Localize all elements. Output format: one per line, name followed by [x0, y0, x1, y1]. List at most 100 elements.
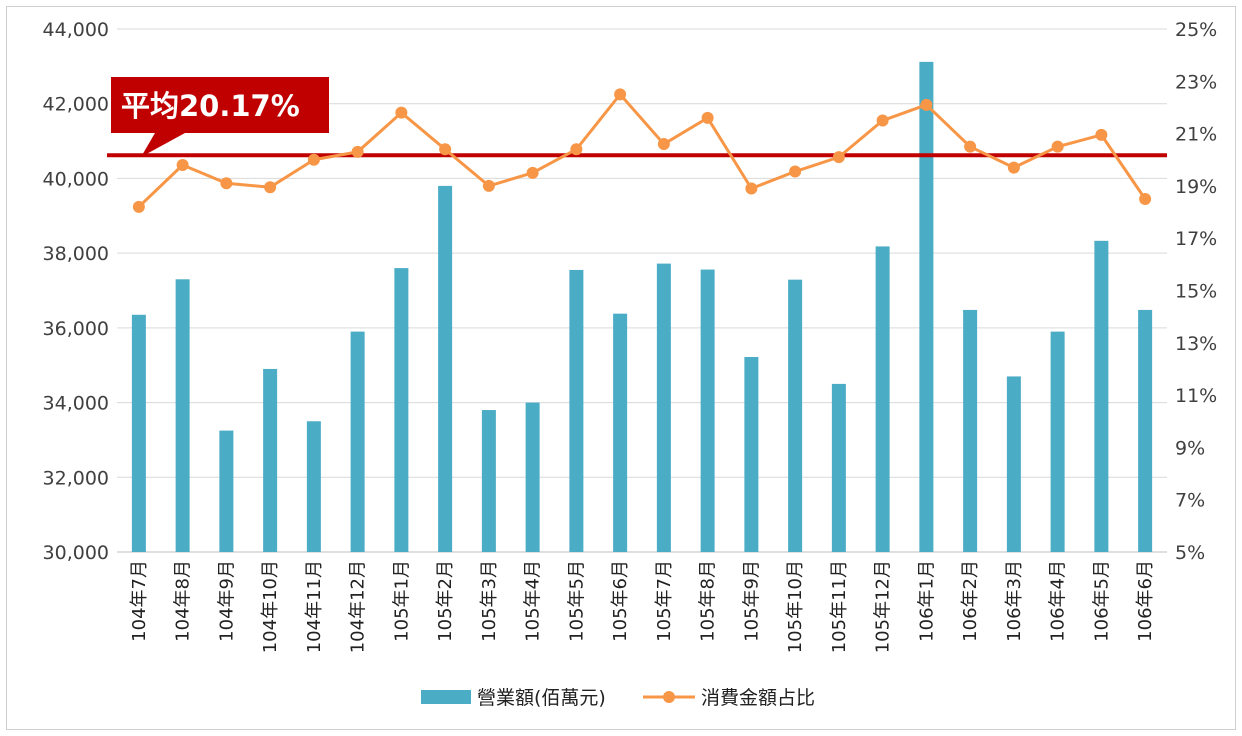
bar [263, 368, 278, 552]
line-point [1095, 128, 1108, 141]
x-category-label: 106年5月 [1091, 560, 1112, 642]
x-category-label: 106年3月 [1004, 560, 1025, 642]
line-point [1007, 161, 1020, 174]
x-category-label: 105年3月 [479, 560, 500, 642]
x-category-label: 105年12月 [873, 560, 894, 653]
bar [919, 61, 934, 552]
line-point [176, 158, 189, 171]
line-point [745, 182, 758, 195]
x-category-label: 104年12月 [348, 560, 369, 653]
y-left-tick-label: 38,000 [43, 243, 109, 265]
y-right-tick-label: 23% [1175, 71, 1217, 93]
bar [481, 410, 496, 552]
line-point [526, 166, 539, 179]
bar [306, 421, 321, 552]
x-category-label: 105年7月 [654, 560, 675, 642]
bar [656, 263, 671, 552]
line-point [220, 177, 233, 190]
bar [569, 269, 584, 552]
bar [131, 314, 146, 552]
legend-swatch-bar [421, 690, 471, 704]
x-category-label: 105年2月 [435, 560, 456, 642]
legend-label-bar: 營業額(佰萬元) [477, 687, 606, 709]
bar [1138, 309, 1153, 552]
y-left-tick-label: 32,000 [43, 467, 109, 489]
x-category-label: 105年9月 [741, 560, 762, 642]
y-right-tick-label: 17% [1175, 228, 1217, 250]
y-left-tick-label: 44,000 [43, 19, 109, 41]
line-point [832, 151, 845, 164]
bar [350, 331, 365, 552]
x-category-label: 106年6月 [1135, 560, 1156, 642]
bar [394, 268, 409, 552]
x-category-label: 104年8月 [173, 560, 194, 642]
chart-frame: 30,000 32,000 34,000 36,000 38,000 40,000 42,0… [6, 6, 1236, 730]
x-category-label: 104年9月 [216, 560, 237, 642]
y-axis-left: 30,000 32,000 34,000 36,000 38,000 40,000 42,0… [43, 19, 109, 564]
x-category-label: 105年4月 [523, 560, 544, 642]
x-axis-categories: 104年7月 104年8月 104年9月 104年10月 104年11月 104年12月 1… [129, 560, 1156, 653]
legend-label-line: 消費金額占比 [701, 687, 815, 709]
bar [438, 185, 453, 552]
line-point [439, 143, 452, 156]
bar [1006, 376, 1021, 552]
bar [963, 309, 978, 552]
line-point [351, 145, 364, 158]
x-category-label: 105年10月 [785, 560, 806, 653]
y-right-tick-label: 15% [1175, 281, 1217, 303]
legend-swatch-marker [663, 691, 675, 703]
y-axis-right: 5% 7% 9% 11% 13% 15% 17% 19% 21% 23% 25% [1175, 19, 1217, 564]
y-left-tick-label: 42,000 [43, 94, 109, 116]
x-category-label: 106年2月 [960, 560, 981, 642]
x-category-label: 104年7月 [129, 560, 150, 642]
y-right-tick-label: 21% [1175, 124, 1217, 146]
y-right-tick-label: 13% [1175, 333, 1217, 355]
x-category-label: 105年8月 [698, 560, 719, 642]
x-category-label: 104年10月 [260, 560, 281, 653]
line-point [1139, 192, 1152, 205]
bar [875, 246, 890, 552]
line-point [264, 181, 277, 194]
bar [175, 279, 190, 552]
average-badge: 平均20.17% [111, 77, 329, 157]
y-right-tick-label: 25% [1175, 19, 1217, 41]
y-left-tick-label: 34,000 [43, 393, 109, 415]
bar [700, 269, 715, 552]
line-point [964, 140, 977, 153]
line-point [657, 138, 670, 151]
y-left-tick-label: 30,000 [43, 542, 109, 564]
x-category-label: 104年11月 [304, 560, 325, 653]
x-category-label: 105年11月 [829, 560, 850, 653]
bar-series [131, 61, 1153, 552]
line-point [876, 114, 889, 127]
line-point [395, 106, 408, 119]
x-category-label: 105年1月 [391, 560, 412, 642]
line-point [307, 153, 320, 166]
y-right-tick-label: 19% [1175, 176, 1217, 198]
x-category-label: 105年5月 [566, 560, 587, 642]
x-category-label: 105年6月 [610, 560, 631, 642]
combo-chart: 30,000 32,000 34,000 36,000 38,000 40,000 42,0… [43, 19, 1218, 709]
bar [1094, 240, 1109, 552]
line-point [570, 143, 583, 156]
line-series [132, 88, 1152, 213]
y-right-tick-label: 11% [1175, 385, 1217, 407]
x-category-label: 106年4月 [1048, 560, 1069, 642]
bar [613, 313, 628, 552]
x-category-label: 106年1月 [916, 560, 937, 642]
bar [831, 383, 846, 552]
y-left-tick-label: 36,000 [43, 318, 109, 340]
line-point [1051, 140, 1064, 153]
line-point [789, 165, 802, 178]
line-point [614, 88, 627, 101]
line-point [132, 200, 145, 213]
bar [1050, 331, 1065, 552]
y-right-tick-label: 7% [1175, 490, 1205, 512]
average-badge-label: 平均20.17% [121, 89, 300, 123]
y-left-tick-label: 40,000 [43, 168, 109, 190]
y-right-tick-label: 5% [1175, 542, 1205, 564]
line-point [701, 111, 714, 124]
bar [788, 279, 803, 552]
bar [744, 356, 759, 552]
line-point [482, 179, 495, 192]
